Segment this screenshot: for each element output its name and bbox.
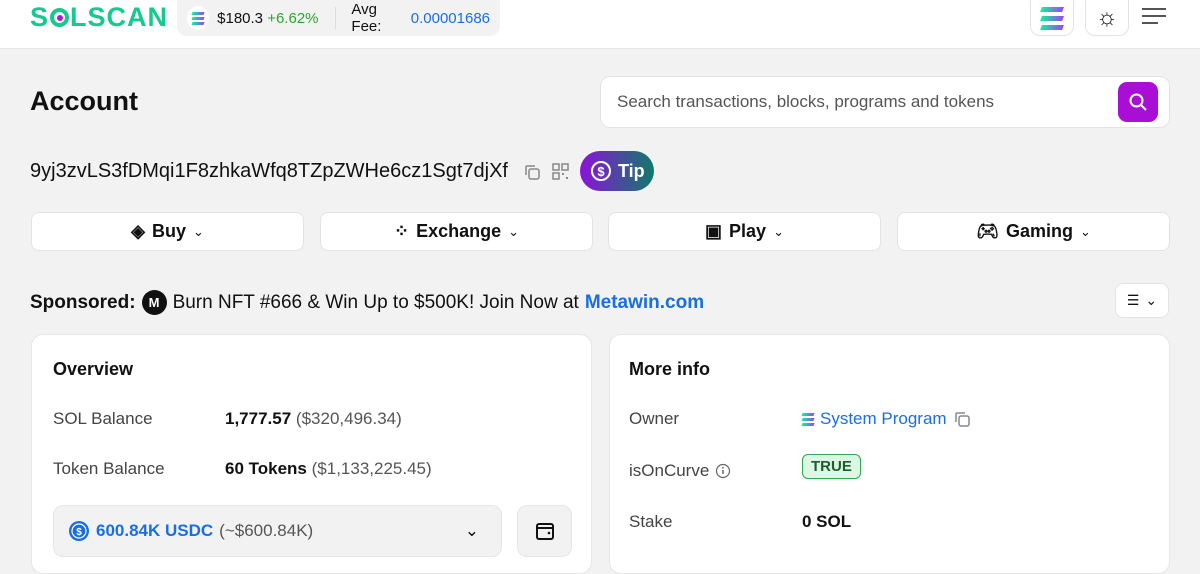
play-label: Play bbox=[729, 221, 767, 241]
chevron-down-icon: ⌄ bbox=[773, 223, 784, 239]
owner-link[interactable]: System Program bbox=[820, 409, 947, 428]
chevron-down-icon: ⌄ bbox=[1079, 223, 1091, 239]
token-balance-usd: ($1,133,225.45) bbox=[311, 459, 432, 478]
stake-value: 0 SOL bbox=[802, 512, 852, 531]
sol-balance-usd: ($320,496.34) bbox=[295, 409, 402, 428]
wallet-icon bbox=[535, 523, 554, 540]
chevron-down-icon: ⌄ bbox=[508, 223, 520, 239]
search-button[interactable] bbox=[1118, 82, 1158, 122]
fee-label: Avg Fee: bbox=[351, 1, 382, 35]
view-options-button[interactable]: ☰ ⌄ bbox=[1115, 283, 1169, 318]
search-input[interactable]: Search transactions, blocks, programs an… bbox=[600, 76, 1170, 128]
owner-label: Owner bbox=[629, 409, 680, 428]
play-button[interactable]: ▣ Play ⌄ bbox=[608, 212, 881, 251]
selected-token-usd: (~$600.84K) bbox=[219, 521, 314, 540]
search-icon bbox=[1129, 93, 1147, 111]
solana-icon bbox=[187, 6, 210, 30]
buy-label: Buy bbox=[151, 221, 186, 241]
sponsored-banner: Sponsored: M Burn NFT #666 & Win Up to $… bbox=[30, 290, 704, 315]
network-button[interactable] bbox=[1030, 0, 1074, 36]
solana-icon bbox=[1040, 6, 1064, 31]
list-icon: ☰ bbox=[1126, 292, 1140, 308]
sun-icon: ☼ bbox=[1096, 4, 1118, 31]
play-icon: ▣ bbox=[705, 221, 723, 241]
chevron-down-icon: ⌄ bbox=[464, 521, 479, 540]
info-icon[interactable] bbox=[715, 463, 731, 479]
top-header: S LSCAN $180.3 +6.62% Avg Fee: 0.00001686… bbox=[0, 0, 1200, 49]
token-select[interactable]: $ 600.84K USDC (~$600.84K) ⌄ bbox=[53, 505, 502, 557]
token-balance-label: Token Balance bbox=[53, 459, 165, 478]
usdc-icon: $ bbox=[69, 521, 89, 541]
overview-card: Overview SOL Balance 1,777.57 ($320,496.… bbox=[31, 334, 592, 574]
copy-icon[interactable] bbox=[953, 410, 971, 428]
hamburger-icon bbox=[1142, 8, 1166, 24]
sponsored-text: Burn NFT #666 & Win Up to $500K! Join No… bbox=[172, 291, 579, 313]
svg-text:$: $ bbox=[76, 527, 82, 538]
tip-button[interactable]: $ Tip bbox=[580, 151, 654, 191]
selected-token: 600.84K USDC bbox=[96, 521, 214, 540]
more-info-card: More info Owner System Program isOnCurve… bbox=[609, 334, 1170, 574]
search-placeholder: Search transactions, blocks, programs an… bbox=[617, 92, 995, 111]
more-info-title: More info bbox=[629, 359, 710, 379]
tip-label: Tip bbox=[618, 160, 645, 181]
solscan-logo[interactable]: S LSCAN bbox=[30, 2, 169, 32]
sponsored-label: Sponsored: bbox=[30, 291, 136, 313]
is-on-curve-label: isOnCurve bbox=[629, 461, 710, 480]
is-on-curve-badge: TRUE bbox=[802, 454, 861, 479]
page-title: Account bbox=[30, 86, 138, 116]
solana-icon bbox=[801, 412, 815, 426]
overview-title: Overview bbox=[53, 359, 134, 379]
sponsored-link[interactable]: Metawin.com bbox=[584, 291, 705, 313]
exchange-label: Exchange bbox=[416, 221, 502, 241]
exchange-icon: ⁘ bbox=[393, 221, 410, 241]
chevron-down-icon: ⌄ bbox=[192, 223, 204, 239]
sol-balance-label: SOL Balance bbox=[53, 409, 153, 428]
price-bar: $180.3 +6.62% Avg Fee: 0.00001686 bbox=[177, 0, 500, 36]
sol-price: $180.3 bbox=[217, 9, 264, 27]
dollar-icon: $ bbox=[591, 161, 611, 181]
sol-balance-value: 1,777.57 bbox=[225, 409, 292, 428]
token-balance-value: 60 Tokens bbox=[225, 459, 307, 478]
buy-icon: ◈ bbox=[131, 221, 145, 241]
gaming-button[interactable]: 🎮︎ Gaming ⌄ bbox=[897, 212, 1170, 251]
wallet-button[interactable] bbox=[517, 505, 572, 557]
buy-button[interactable]: ◈ Buy ⌄ bbox=[31, 212, 304, 251]
theme-toggle[interactable]: ☼ bbox=[1085, 0, 1129, 36]
stake-label: Stake bbox=[629, 512, 673, 531]
chevron-down-icon: ⌄ bbox=[1145, 292, 1158, 308]
gamepad-icon: 🎮︎ bbox=[976, 221, 999, 241]
copy-icon[interactable] bbox=[523, 163, 541, 181]
svg-text:$: $ bbox=[597, 164, 605, 179]
fee-value: 0.00001686 bbox=[410, 9, 490, 27]
menu-button[interactable] bbox=[1140, 6, 1168, 31]
exchange-button[interactable]: ⁘ Exchange ⌄ bbox=[320, 212, 593, 251]
sol-change: +6.62% bbox=[267, 9, 319, 27]
metawin-logo: M bbox=[141, 290, 167, 315]
account-address: 9yj3zvLS3fDMqi1F8zhkaWfq8TZpZWHe6cz1Sgt7… bbox=[30, 160, 508, 182]
gaming-label: Gaming bbox=[1005, 221, 1073, 241]
qr-code-icon[interactable] bbox=[552, 163, 569, 180]
